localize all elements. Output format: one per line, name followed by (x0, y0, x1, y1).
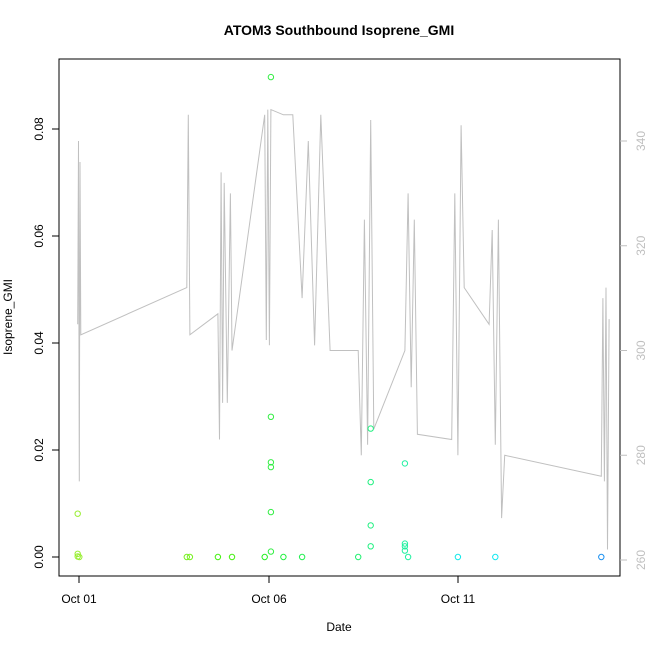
x-axis: Oct 01 Oct 06 Oct 11 (61, 576, 476, 606)
y-axis-title: Isoprene_GMI (1, 279, 15, 355)
data-point (355, 553, 362, 561)
x-tick-label: Oct 11 (441, 592, 476, 606)
y2-tick-label: 320 (634, 235, 648, 255)
y-tick-label: 0.04 (32, 331, 46, 355)
y-tick-label: 0.06 (32, 224, 46, 248)
y2-tick-label: 340 (634, 131, 648, 151)
data-point (280, 553, 287, 561)
y-tick-label: 0.00 (32, 545, 46, 569)
y2-tick-label: 280 (634, 445, 648, 465)
series-line (77, 108, 610, 550)
data-point (367, 522, 374, 529)
y2-tick-label: 300 (634, 340, 648, 360)
series-line-layer (77, 108, 610, 550)
y-tick-label: 0.08 (32, 117, 46, 141)
data-point (267, 413, 275, 420)
data-point (74, 550, 81, 557)
data-point (454, 553, 462, 561)
data-point (492, 553, 499, 561)
data-point (228, 553, 236, 561)
x-tick-label: Oct 06 (251, 592, 287, 606)
data-point (598, 553, 605, 561)
data-point (183, 553, 191, 561)
y-axis-left: 0.00 0.02 0.04 0.06 0.08 (32, 117, 59, 569)
data-point (367, 543, 374, 550)
x-axis-title: Date (326, 620, 352, 634)
data-point (401, 543, 409, 550)
x-tick-label: Oct 01 (61, 592, 97, 606)
data-point (367, 478, 374, 486)
data-point (267, 73, 275, 81)
data-point (401, 547, 409, 554)
data-point (267, 508, 275, 516)
chart-title: ATOM3 Southbound Isoprene_GMI (224, 22, 454, 38)
series-point-layer (74, 73, 605, 561)
y-axis-right: 260 280 300 320 340 (620, 131, 648, 570)
data-point (214, 553, 222, 561)
data-point (401, 540, 409, 547)
y2-tick-label: 260 (634, 550, 648, 570)
y-tick-label: 0.02 (32, 438, 46, 462)
data-point (267, 463, 275, 471)
data-point (401, 460, 409, 467)
data-point (76, 553, 83, 561)
data-point (186, 553, 194, 561)
plot-frame (58, 58, 621, 577)
data-point (367, 425, 374, 432)
data-point (298, 553, 306, 561)
data-point (261, 553, 268, 561)
data-point (74, 510, 81, 517)
data-point (404, 553, 412, 561)
data-point (267, 548, 275, 555)
data-point (267, 459, 275, 466)
